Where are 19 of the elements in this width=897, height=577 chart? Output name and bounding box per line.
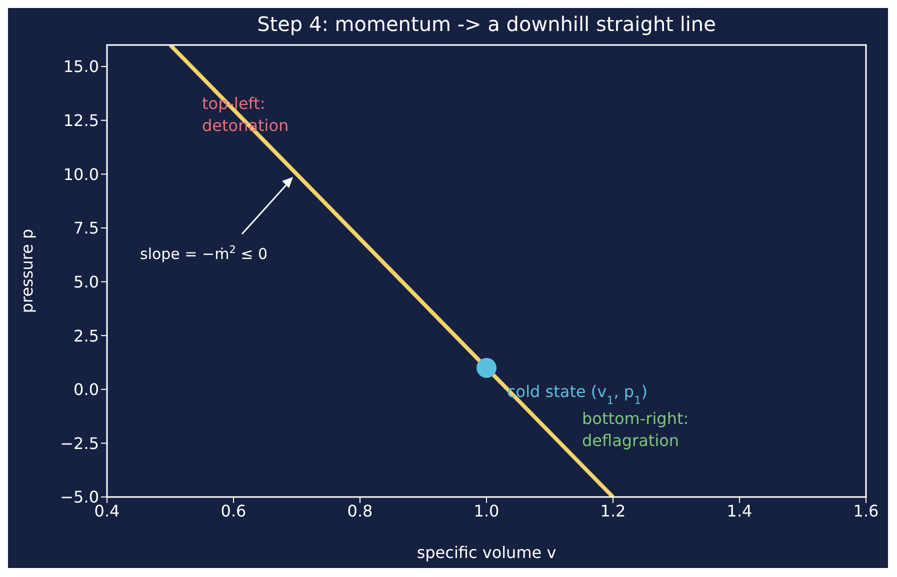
y-tick-label: 12.5 xyxy=(63,111,99,130)
x-axis-title: specific volume v xyxy=(416,543,556,562)
x-tick-label: 1.6 xyxy=(853,501,879,520)
y-tick-label: −2.5 xyxy=(60,434,99,453)
x-tick-label: 1.2 xyxy=(600,501,626,520)
annotation: bottom-right: deflagration xyxy=(582,409,689,450)
x-tick-label: 0.8 xyxy=(347,501,373,520)
y-tick-label: 5.0 xyxy=(74,272,99,292)
y-tick-label: 10.0 xyxy=(63,164,99,184)
annotation: slope = −ṁ$^{2}$ ≤ 0 xyxy=(140,244,268,263)
y-axis-title: pressure p xyxy=(18,228,37,314)
y-tick-label: 15.0 xyxy=(63,57,99,76)
x-tick-label: 0.6 xyxy=(220,501,246,520)
y-tick-label: 0.0 xyxy=(74,380,99,400)
y-tick-label: 7.5 xyxy=(74,218,99,238)
y-tick-label: 2.5 xyxy=(74,326,99,346)
x-tick-label: 1.4 xyxy=(726,501,752,520)
x-tick-label: 1.0 xyxy=(474,501,500,520)
chart-title: Step 4: momentum -> a downhill straight line xyxy=(257,12,716,36)
